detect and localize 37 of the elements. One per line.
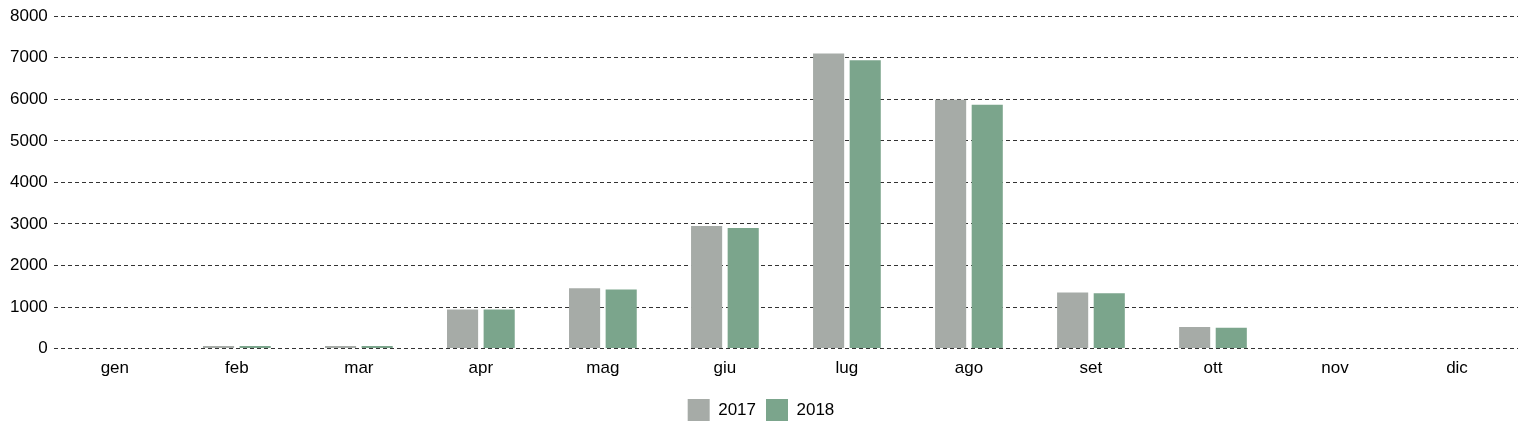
x-tick-label: dic: [1446, 358, 1469, 378]
x-tick-label: lug: [835, 358, 859, 378]
x-tick-label: mag: [586, 358, 620, 378]
y-tick-label: 2000: [9, 255, 48, 275]
y-tick-label: 7000: [9, 47, 48, 67]
bar: [935, 99, 967, 349]
x-tick-label: gen: [100, 358, 130, 378]
y-tick-label: 3000: [9, 213, 48, 233]
bar: [971, 104, 1003, 349]
bar: [813, 53, 845, 349]
bar: [727, 228, 759, 349]
y-tick-label: 4000: [9, 172, 48, 192]
bar: [605, 289, 637, 349]
bar: [1093, 293, 1125, 349]
x-tick-label: giu: [713, 358, 737, 378]
bar: [569, 288, 601, 349]
y-tick-label: 5000: [9, 130, 48, 150]
x-tick-label: apr: [468, 358, 494, 378]
legend-label: 2018: [796, 399, 835, 419]
legend-label: 2017: [718, 399, 757, 419]
x-tick-label: nov: [1321, 358, 1350, 378]
y-tick-label: 0: [38, 338, 48, 358]
x-tick-label: ago: [954, 358, 984, 378]
y-tick-label: 1000: [9, 296, 48, 316]
x-tick-label: mar: [344, 358, 374, 378]
x-tick-label: set: [1079, 358, 1103, 378]
bar: [849, 60, 881, 349]
bar: [1057, 292, 1089, 349]
bar: [447, 309, 479, 349]
y-tick-label: 8000: [9, 5, 48, 25]
bar: [1179, 326, 1211, 349]
bar: [691, 226, 723, 349]
x-tick-label: feb: [225, 358, 249, 378]
x-tick-label: ott: [1203, 358, 1223, 378]
y-tick-label: 6000: [9, 88, 48, 108]
bar: [483, 309, 515, 349]
bar: [1215, 327, 1247, 349]
